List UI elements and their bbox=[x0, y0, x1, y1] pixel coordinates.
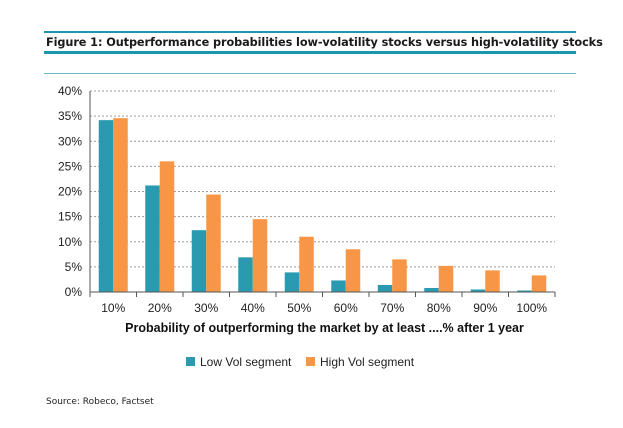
x-tick-label: 40% bbox=[241, 301, 265, 315]
y-tick-label: 25% bbox=[58, 159, 82, 173]
y-tick-label: 0% bbox=[65, 285, 83, 299]
y-tick-label: 30% bbox=[58, 134, 82, 148]
legend-swatch bbox=[306, 357, 315, 366]
low-vol-bar bbox=[145, 185, 160, 292]
legend-label: High Vol segment bbox=[320, 355, 415, 369]
x-axis-label: Probability of outperforming the market … bbox=[125, 321, 524, 335]
low-vol-bar bbox=[284, 272, 300, 292]
high-vol-bar bbox=[392, 259, 407, 292]
source-note: Source: Robeco, Factset bbox=[46, 397, 154, 407]
low-vol-bar bbox=[377, 284, 393, 292]
x-tick-label: 10% bbox=[101, 301, 125, 315]
x-tick-label: 20% bbox=[148, 301, 172, 315]
legend: Low Vol segment High Vol segment bbox=[186, 355, 415, 369]
x-tick-label: 80% bbox=[427, 301, 451, 315]
low-vol-bar bbox=[191, 230, 207, 292]
legend-label: Low Vol segment bbox=[200, 355, 292, 369]
high-vol-bar bbox=[113, 118, 128, 292]
high-vol-bar bbox=[438, 265, 454, 292]
high-vol-bar bbox=[252, 219, 268, 292]
x-tick-label: 30% bbox=[194, 301, 218, 315]
low-vol-bar bbox=[238, 257, 253, 292]
low-vol-bar bbox=[424, 287, 439, 292]
bars bbox=[98, 118, 547, 293]
header-divider bbox=[44, 73, 576, 74]
high-vol-bar bbox=[345, 249, 361, 292]
legend-swatch bbox=[186, 357, 195, 366]
y-tick-label: 35% bbox=[58, 109, 82, 123]
title-underline bbox=[44, 51, 576, 54]
x-tick-label: 90% bbox=[473, 301, 497, 315]
high-vol-bar bbox=[206, 194, 221, 292]
high-vol-bar bbox=[299, 236, 314, 292]
x-tick-label: 60% bbox=[334, 301, 358, 315]
x-tick-label: 100% bbox=[516, 301, 547, 315]
y-tick-label: 5% bbox=[65, 260, 83, 274]
high-vol-bar bbox=[159, 161, 175, 292]
y-tick-label: 40% bbox=[58, 84, 82, 98]
high-vol-bar bbox=[485, 270, 500, 292]
y-axis: 0% 5% 10% 15% 20% 25% 30% 35% 40% bbox=[58, 84, 91, 299]
figure-title: Figure 1: Outperformance probabilities l… bbox=[46, 36, 603, 49]
top-rule bbox=[44, 31, 576, 33]
x-axis: 10% 20% 30% 40% 50% 60% 70% 80% 90% 100% bbox=[89, 291, 556, 315]
low-vol-bar bbox=[470, 289, 486, 292]
low-vol-bar bbox=[331, 280, 346, 292]
y-tick-label: 15% bbox=[58, 210, 82, 224]
x-tick-label: 50% bbox=[287, 301, 311, 315]
x-tick-label: 70% bbox=[380, 301, 404, 315]
y-tick-label: 10% bbox=[58, 235, 82, 249]
y-tick-label: 20% bbox=[58, 185, 82, 199]
low-vol-bar bbox=[98, 120, 114, 293]
low-vol-bar bbox=[517, 290, 532, 292]
high-vol-bar bbox=[531, 275, 547, 292]
